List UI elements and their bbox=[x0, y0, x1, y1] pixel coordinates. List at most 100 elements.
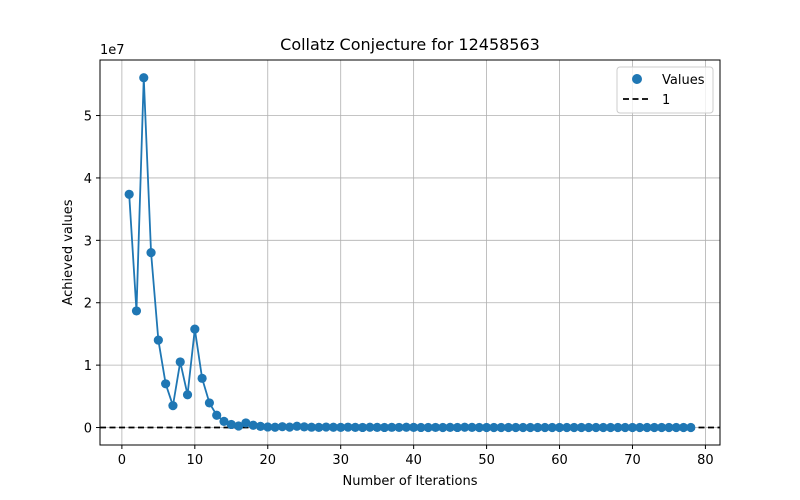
data-point bbox=[190, 324, 200, 334]
data-point bbox=[649, 422, 659, 433]
legend-values-marker bbox=[632, 74, 642, 84]
data-point bbox=[678, 422, 689, 433]
data-point bbox=[598, 422, 608, 433]
data-point bbox=[314, 422, 324, 432]
data-point bbox=[387, 422, 397, 432]
data-point bbox=[496, 422, 506, 433]
data-point bbox=[481, 422, 492, 433]
data-point bbox=[270, 422, 280, 432]
data-point bbox=[212, 410, 222, 420]
data-point bbox=[365, 422, 375, 432]
data-point bbox=[357, 422, 368, 433]
values-line bbox=[128, 76, 691, 429]
data-point bbox=[394, 422, 404, 433]
data-point bbox=[620, 422, 630, 433]
x-tick-label: 0 bbox=[118, 453, 126, 468]
data-point bbox=[343, 422, 353, 432]
data-point bbox=[255, 421, 266, 431]
data-point bbox=[139, 73, 149, 83]
data-point bbox=[175, 357, 185, 367]
x-tick-label: 70 bbox=[624, 453, 641, 468]
y-ticks: 0 1 2 3 4 5 bbox=[84, 110, 100, 437]
data-point bbox=[576, 422, 587, 433]
data-point bbox=[467, 422, 477, 432]
data-point bbox=[503, 422, 514, 433]
y-tick-label: 2 bbox=[84, 297, 92, 312]
data-point bbox=[379, 422, 390, 433]
data-point bbox=[372, 422, 382, 432]
data-point bbox=[226, 419, 236, 430]
data-point bbox=[547, 422, 557, 433]
data-point bbox=[605, 422, 616, 433]
data-point bbox=[671, 422, 681, 433]
data-point bbox=[533, 422, 543, 433]
y-tick-label: 3 bbox=[84, 234, 92, 249]
data-point bbox=[562, 422, 572, 433]
data-point bbox=[409, 422, 419, 432]
data-point bbox=[277, 422, 287, 432]
data-point bbox=[452, 422, 463, 433]
data-point bbox=[489, 422, 499, 433]
data-point bbox=[664, 422, 674, 433]
data-point bbox=[182, 390, 193, 400]
data-point bbox=[263, 422, 273, 432]
data-point bbox=[445, 422, 455, 432]
data-point bbox=[146, 248, 156, 258]
data-point bbox=[124, 189, 134, 199]
data-point bbox=[591, 422, 601, 433]
data-point bbox=[511, 422, 521, 433]
data-point bbox=[657, 422, 667, 433]
data-point bbox=[635, 422, 645, 433]
x-tick-label: 80 bbox=[697, 453, 714, 468]
data-point bbox=[161, 379, 171, 389]
data-point bbox=[197, 373, 207, 383]
legend: Values 1 bbox=[616, 66, 714, 114]
data-point bbox=[292, 421, 302, 431]
data-point bbox=[474, 422, 484, 433]
data-point bbox=[430, 422, 441, 433]
data-point bbox=[321, 422, 331, 432]
series-layer bbox=[124, 73, 696, 433]
data-point bbox=[306, 422, 317, 432]
y-axis-label: Achieved values bbox=[61, 199, 76, 305]
x-tick-label: 50 bbox=[478, 453, 495, 468]
y-tick-label: 0 bbox=[84, 422, 92, 437]
data-point bbox=[613, 422, 623, 433]
y-offset-label: 1e7 bbox=[100, 43, 125, 58]
data-point bbox=[686, 422, 696, 433]
legend-hline-label: 1 bbox=[662, 93, 670, 108]
data-point bbox=[233, 421, 244, 431]
data-point bbox=[336, 422, 346, 433]
data-point bbox=[241, 418, 251, 428]
legend-values-label: Values bbox=[662, 73, 705, 88]
data-point bbox=[401, 422, 411, 432]
data-point bbox=[204, 398, 215, 408]
x-tick-label: 10 bbox=[187, 453, 204, 468]
data-point bbox=[460, 422, 470, 432]
chart-title: Collatz Conjecture for 12458563 bbox=[280, 35, 540, 54]
data-point bbox=[438, 422, 448, 433]
data-point bbox=[569, 422, 579, 433]
data-point bbox=[153, 335, 163, 345]
data-point bbox=[219, 416, 229, 426]
data-point bbox=[285, 422, 295, 432]
data-point bbox=[248, 420, 258, 430]
data-point bbox=[416, 422, 426, 433]
y-tick-label: 4 bbox=[84, 172, 92, 187]
plot-frame bbox=[99, 59, 721, 446]
data-point bbox=[299, 422, 309, 432]
data-point bbox=[131, 306, 142, 316]
data-point bbox=[540, 422, 550, 433]
y-tick-label: 1 bbox=[84, 359, 92, 374]
x-tick-label: 30 bbox=[332, 453, 349, 468]
grid-lines bbox=[100, 60, 720, 445]
data-point bbox=[627, 422, 638, 433]
data-point bbox=[328, 422, 339, 432]
data-point bbox=[554, 422, 565, 433]
x-tick-label: 40 bbox=[405, 453, 422, 468]
data-point bbox=[584, 422, 594, 433]
data-point bbox=[642, 422, 652, 433]
x-axis-label: Number of Iterations bbox=[343, 474, 478, 489]
data-point bbox=[518, 422, 528, 433]
x-tick-label: 60 bbox=[551, 453, 568, 468]
